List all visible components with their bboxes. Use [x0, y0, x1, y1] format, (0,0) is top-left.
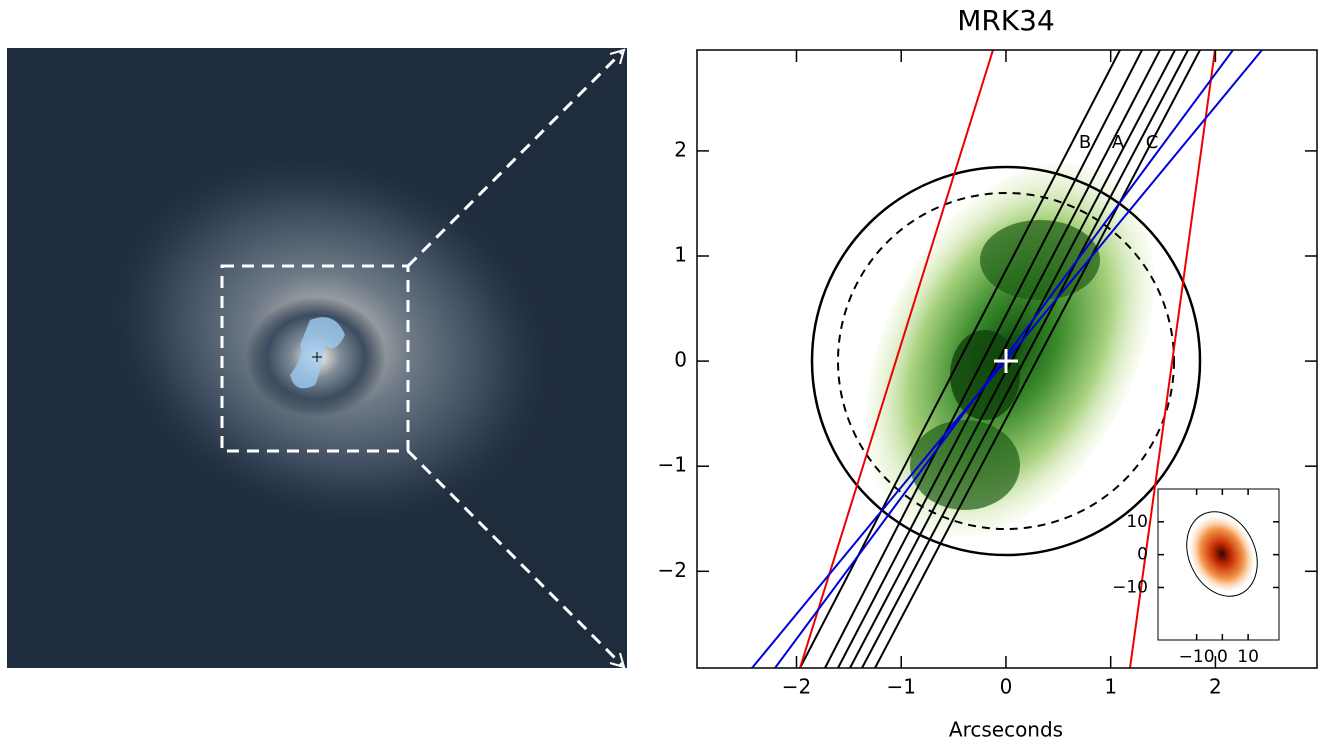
y-tick-label: 2 — [674, 137, 687, 161]
x-tick-label: 0 — [1217, 647, 1228, 667]
x-tick-label: −1 — [886, 675, 915, 699]
y-tick-label: 1 — [674, 243, 687, 267]
y-tick-label: 10 — [1126, 512, 1148, 532]
y-tick-label: −1 — [658, 453, 687, 477]
y-tick-label: −2 — [658, 558, 687, 582]
x-tick-label: 2 — [1209, 675, 1222, 699]
x-axis-label: Arcseconds — [949, 718, 1063, 742]
x-tick-label: 0 — [1000, 675, 1013, 699]
x-tick-label: −10 — [1179, 647, 1215, 667]
x-tick-label: 1 — [1104, 675, 1117, 699]
slit-label: A — [1112, 132, 1125, 153]
figure: MRK34 Arcseconds −2−1012−2−1012−10010−10… — [0, 0, 1334, 742]
x-tick-label: −2 — [782, 675, 811, 699]
slit-label: B — [1079, 132, 1091, 153]
y-tick-label: 0 — [674, 348, 687, 372]
y-tick-label: 0 — [1137, 545, 1148, 565]
x-tick-label: 10 — [1237, 647, 1259, 667]
chart-title: MRK34 — [957, 4, 1055, 37]
slit-label: C — [1146, 132, 1159, 153]
galaxy-image — [7, 48, 627, 668]
y-tick-label: −10 — [1112, 577, 1148, 597]
